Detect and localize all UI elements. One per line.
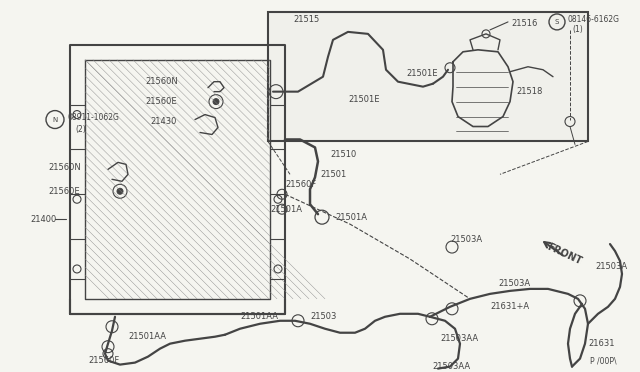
Text: 21400: 21400	[30, 215, 56, 224]
Text: 08146-6162G: 08146-6162G	[568, 15, 620, 25]
Text: (2): (2)	[75, 125, 86, 134]
Text: 21560E: 21560E	[145, 97, 177, 106]
Text: 21501E: 21501E	[406, 69, 438, 78]
Text: 21501AA: 21501AA	[128, 332, 166, 341]
Text: 21631: 21631	[588, 339, 614, 348]
Text: 08911-1062G: 08911-1062G	[68, 113, 120, 122]
Text: 21501A: 21501A	[335, 213, 367, 222]
Text: 21560N: 21560N	[48, 163, 81, 172]
Text: 21501AA: 21501AA	[240, 312, 278, 321]
Circle shape	[213, 99, 219, 105]
Text: 21516: 21516	[511, 19, 538, 28]
Text: N: N	[52, 116, 58, 122]
Text: 21515: 21515	[293, 15, 319, 25]
Text: 21560F: 21560F	[88, 356, 119, 365]
Text: 21560N: 21560N	[145, 77, 178, 86]
Text: 21501A: 21501A	[270, 205, 302, 214]
Text: 21503A: 21503A	[450, 235, 482, 244]
Text: 21560F: 21560F	[285, 180, 316, 189]
Text: S: S	[555, 19, 559, 25]
Text: 21503A: 21503A	[498, 279, 530, 288]
Text: (1): (1)	[572, 25, 583, 34]
Text: 21518: 21518	[516, 87, 542, 96]
Text: 21501: 21501	[320, 170, 346, 179]
Bar	[268, 12, 588, 141]
Circle shape	[117, 188, 123, 194]
Text: 21631+A: 21631+A	[490, 302, 529, 311]
Text: 21430: 21430	[150, 117, 177, 126]
Text: 21503AA: 21503AA	[440, 334, 478, 343]
Text: 21510: 21510	[330, 150, 356, 159]
Text: FRONT: FRONT	[545, 242, 583, 266]
Text: 21501E: 21501E	[348, 95, 380, 104]
Text: 21560E: 21560E	[48, 187, 79, 196]
Text: 21503AA: 21503AA	[432, 362, 470, 371]
Text: P /00P\: P /00P\	[590, 356, 616, 365]
Text: 21503A: 21503A	[595, 263, 627, 272]
Text: 21503: 21503	[310, 312, 337, 321]
